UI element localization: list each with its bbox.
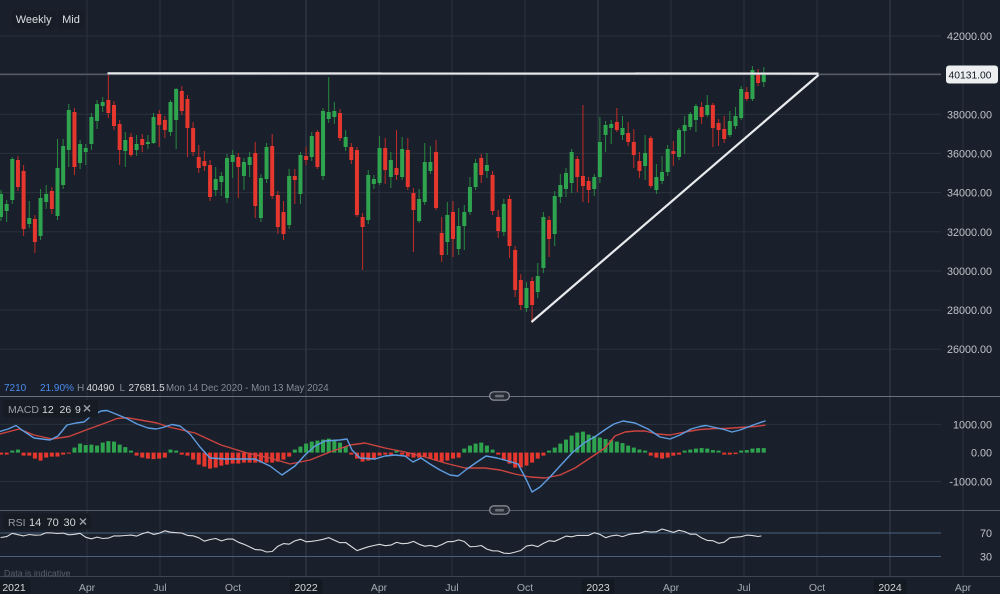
svg-text:1000.00: 1000.00 (953, 419, 992, 431)
svg-text:Apr: Apr (79, 582, 96, 594)
svg-text:70: 70 (47, 517, 59, 529)
svg-text:Jul: Jul (153, 582, 166, 594)
svg-text:Apr: Apr (371, 582, 388, 594)
svg-text:12: 12 (42, 404, 54, 416)
svg-text:38000.00: 38000.00 (947, 109, 992, 121)
svg-text:28000.00: 28000.00 (947, 305, 992, 317)
svg-text:Jul: Jul (737, 582, 750, 594)
svg-text:0.00: 0.00 (971, 448, 992, 460)
svg-text:2024: 2024 (878, 582, 902, 594)
svg-text:Jul: Jul (445, 582, 458, 594)
svg-text:40490: 40490 (87, 383, 115, 394)
svg-text:30: 30 (64, 517, 76, 529)
svg-text:30000.00: 30000.00 (947, 266, 992, 278)
svg-text:30: 30 (980, 552, 992, 564)
svg-text:34000.00: 34000.00 (947, 188, 992, 200)
svg-text:2022: 2022 (294, 582, 318, 594)
svg-text:2023: 2023 (586, 582, 610, 594)
svg-text:MACD: MACD (8, 404, 39, 416)
svg-text:40131.00: 40131.00 (949, 70, 992, 81)
svg-text:Mon 14 Dec 2020 - Mon 13 May 2: Mon 14 Dec 2020 - Mon 13 May 2024 (166, 383, 329, 394)
svg-text:Oct: Oct (809, 582, 825, 594)
svg-text:36000.00: 36000.00 (947, 148, 992, 160)
svg-text:21.90%: 21.90% (40, 383, 74, 394)
svg-text:14: 14 (29, 517, 41, 529)
svg-text:Data is indicative: Data is indicative (4, 569, 71, 579)
svg-text:7210: 7210 (4, 383, 27, 394)
svg-text:27681.5: 27681.5 (129, 383, 166, 394)
svg-text:Apr: Apr (663, 582, 680, 594)
svg-text:Mid: Mid (62, 14, 80, 26)
svg-text:L: L (120, 383, 126, 394)
svg-text:9: 9 (75, 404, 81, 416)
svg-text:RSI: RSI (8, 517, 26, 529)
svg-text:42000.00: 42000.00 (947, 31, 992, 43)
svg-text:70: 70 (980, 528, 992, 540)
svg-text:32000.00: 32000.00 (947, 227, 992, 239)
svg-text:Oct: Oct (225, 582, 241, 594)
svg-text:Weekly: Weekly (16, 14, 52, 26)
svg-text:26: 26 (60, 404, 72, 416)
svg-text:H: H (77, 383, 84, 394)
svg-text:-1000.00: -1000.00 (949, 477, 992, 489)
svg-text:Oct: Oct (517, 582, 533, 594)
svg-text:Apr: Apr (955, 582, 972, 594)
svg-text:26000.00: 26000.00 (947, 344, 992, 356)
svg-text:2021: 2021 (2, 582, 26, 594)
